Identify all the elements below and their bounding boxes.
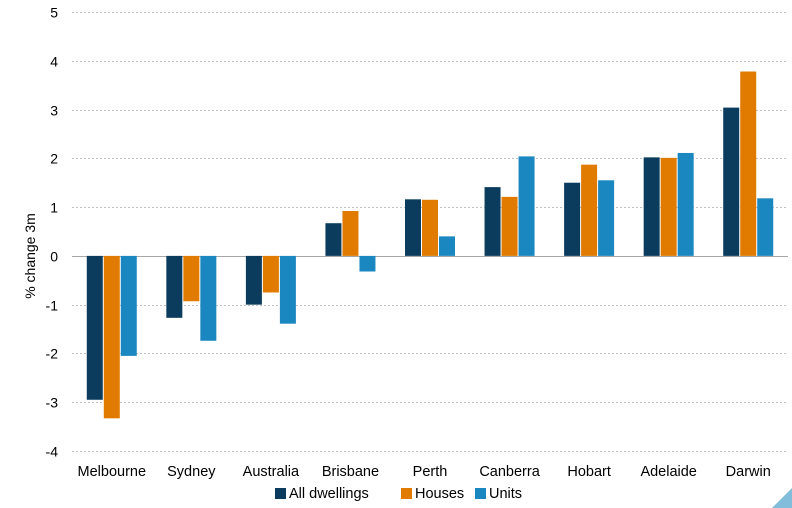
bar-all-dwellings-hobart [564, 182, 581, 256]
bar-houses-melbourne [103, 255, 120, 419]
y-tick-label: 5 [50, 5, 58, 21]
bar-units-australia [279, 255, 296, 324]
bar-all-dwellings-australia [245, 255, 262, 305]
legend-swatch [475, 488, 486, 499]
bar-units-perth [439, 236, 455, 256]
y-tick-label: -3 [46, 395, 59, 411]
y-tick-label: 4 [50, 54, 58, 70]
legend-swatch [275, 488, 286, 499]
x-category-label: Sydney [167, 464, 216, 480]
x-category-label: Melbourne [78, 464, 147, 480]
y-tick-label: -2 [46, 346, 59, 362]
corner-decoration [772, 488, 792, 508]
legend-label: All dwellings [289, 486, 369, 502]
y-tick-label: 2 [50, 151, 58, 167]
bar-units-sydney [200, 255, 217, 341]
x-category-label: Brisbane [322, 464, 379, 480]
bar-units-canberra [518, 156, 535, 256]
bar-houses-canberra [501, 196, 518, 256]
bar-all-dwellings-melbourne [86, 255, 103, 400]
bar-units-adelaide [677, 152, 694, 256]
bars [86, 71, 774, 419]
bar-all-dwellings-darwin [723, 107, 740, 256]
bar-houses-sydney [183, 255, 200, 302]
bar-houses-adelaide [660, 157, 677, 256]
bar-units-melbourne [120, 255, 137, 356]
y-tick-label: 1 [50, 200, 58, 216]
x-category-label: Canberra [479, 464, 540, 480]
bar-all-dwellings-adelaide [643, 157, 660, 256]
y-tick-label: -1 [46, 298, 59, 314]
bar-all-dwellings-brisbane [325, 223, 342, 256]
y-tick-label: 0 [50, 249, 58, 265]
bar-all-dwellings-sydney [166, 255, 183, 318]
legend-label: Houses [415, 486, 464, 502]
bar-units-darwin [757, 198, 774, 256]
legend-label: Units [489, 486, 522, 502]
legend-swatch [401, 488, 412, 499]
bar-units-brisbane [359, 255, 376, 272]
bar-houses-hobart [581, 164, 598, 256]
y-tick-label: -4 [46, 444, 59, 460]
bar-all-dwellings-perth [405, 199, 421, 256]
x-category-label: Darwin [726, 464, 771, 480]
bar-units-hobart [598, 180, 615, 256]
bar-houses-perth [422, 199, 438, 256]
bar-all-dwellings-canberra [484, 187, 501, 256]
legend: All dwellings Houses Units [275, 486, 522, 502]
x-axis-categories: Melbourne Sydney Australia Brisbane Perth Can… [78, 464, 771, 480]
y-axis-ticks: -4 -3 -2 -1 0 1 2 3 4 5 [46, 5, 59, 460]
bar-houses-darwin [740, 71, 757, 256]
bar-houses-australia [262, 255, 279, 293]
x-category-label: Perth [413, 464, 448, 480]
x-category-label: Hobart [567, 464, 611, 480]
x-category-label: Adelaide [640, 464, 696, 480]
x-category-label: Australia [243, 464, 300, 480]
y-axis-title: % change 3m [22, 213, 38, 299]
bar-houses-brisbane [342, 211, 359, 256]
y-tick-label: 3 [50, 103, 58, 119]
